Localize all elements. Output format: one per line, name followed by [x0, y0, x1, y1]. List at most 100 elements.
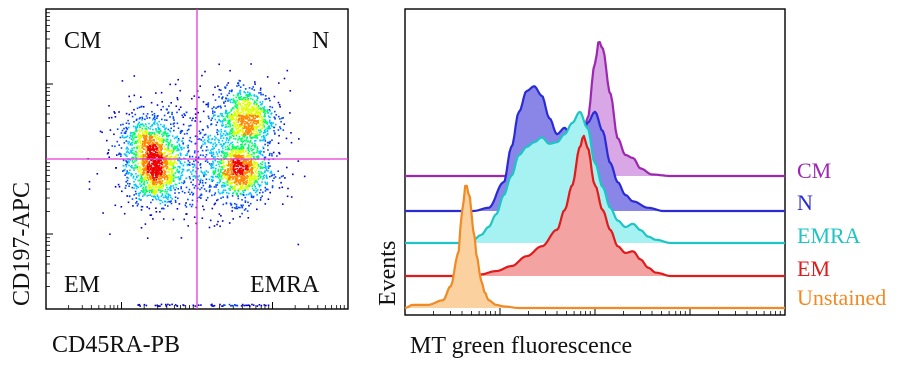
event-dot — [244, 113, 247, 116]
event-dot — [237, 113, 239, 115]
event-dot — [234, 123, 236, 125]
event-dot — [247, 113, 250, 115]
event-dot — [231, 149, 234, 151]
event-dot — [167, 153, 170, 155]
event-dot — [144, 154, 146, 156]
event-dot — [235, 156, 238, 159]
event-dot — [245, 130, 247, 132]
event-dot — [280, 175, 283, 178]
event-dot — [169, 201, 171, 203]
event-dot — [135, 157, 138, 159]
event-dot — [218, 213, 221, 215]
event-dot — [240, 164, 242, 166]
event-dot — [250, 109, 252, 111]
event-dot — [282, 117, 284, 119]
event-dot — [179, 161, 181, 163]
event-dot — [277, 142, 280, 144]
event-dot — [170, 170, 173, 173]
event-dot — [235, 96, 237, 99]
event-dot — [176, 122, 179, 125]
event-dot — [227, 164, 229, 166]
event-dot — [219, 171, 222, 174]
event-dot — [155, 128, 157, 130]
event-dot — [247, 114, 249, 116]
event-dot — [186, 213, 188, 215]
event-dot — [229, 187, 231, 190]
event-dot — [228, 90, 231, 92]
event-dot — [172, 218, 175, 221]
event-dot — [211, 175, 214, 178]
event-dot — [146, 152, 149, 155]
event-dot — [237, 182, 240, 184]
event-dot — [143, 184, 146, 186]
event-dot — [164, 119, 166, 121]
event-dot — [125, 136, 128, 138]
event-dot — [231, 305, 233, 307]
event-dot — [188, 161, 191, 164]
event-dot — [158, 120, 160, 123]
event-dot — [240, 149, 243, 152]
event-dot — [124, 132, 127, 135]
event-dot — [129, 144, 132, 146]
event-dot — [168, 186, 171, 189]
event-dot — [251, 109, 254, 111]
event-dot — [130, 150, 133, 153]
event-dot — [155, 92, 157, 94]
event-dot — [158, 159, 161, 162]
event-dot — [230, 142, 232, 145]
event-dot — [261, 127, 264, 129]
event-dot — [248, 161, 250, 163]
event-dot — [206, 196, 209, 199]
event-dot — [241, 108, 244, 111]
event-dot — [153, 192, 155, 194]
event-dot — [231, 210, 233, 212]
event-dot — [146, 190, 149, 193]
event-dot — [181, 168, 184, 171]
event-dot — [249, 140, 252, 142]
event-dot — [142, 124, 145, 127]
event-dot — [240, 147, 243, 150]
x-axis-label-dotplot: CD45RA-PB — [52, 332, 180, 358]
event-dot — [210, 185, 212, 188]
event-dot — [191, 119, 193, 122]
event-dot — [204, 160, 207, 162]
event-dot — [261, 100, 264, 103]
event-dot — [274, 133, 276, 135]
event-dot — [160, 159, 162, 162]
event-dot — [167, 111, 170, 114]
event-dot — [125, 153, 127, 156]
event-dot — [243, 181, 246, 184]
event-dot — [244, 196, 247, 199]
event-dot — [129, 159, 132, 161]
event-dot — [220, 166, 223, 168]
event-dot — [194, 143, 197, 145]
event-dot — [165, 148, 168, 151]
event-dot — [276, 155, 278, 157]
event-dot — [227, 120, 229, 122]
event-dot — [164, 194, 167, 197]
event-dot — [141, 174, 143, 176]
event-dot — [242, 191, 245, 194]
event-dot — [243, 157, 245, 159]
event-dot — [143, 141, 145, 143]
event-dot — [157, 170, 160, 172]
event-dot — [221, 140, 224, 142]
event-dot — [236, 193, 238, 196]
event-dot — [252, 108, 254, 110]
event-dot — [164, 173, 167, 176]
event-dot — [212, 176, 214, 179]
event-dot — [225, 132, 228, 134]
event-dot — [236, 128, 238, 131]
event-dot — [143, 161, 146, 164]
event-dot — [211, 164, 213, 166]
event-dot — [145, 128, 148, 130]
event-dot — [234, 162, 237, 165]
event-dot — [158, 135, 161, 138]
event-dot — [272, 151, 275, 154]
event-dot — [174, 196, 177, 198]
event-dot — [166, 178, 169, 181]
event-dot — [230, 171, 233, 174]
event-dot — [158, 180, 161, 183]
event-dot — [253, 107, 255, 109]
event-dot — [238, 160, 241, 162]
